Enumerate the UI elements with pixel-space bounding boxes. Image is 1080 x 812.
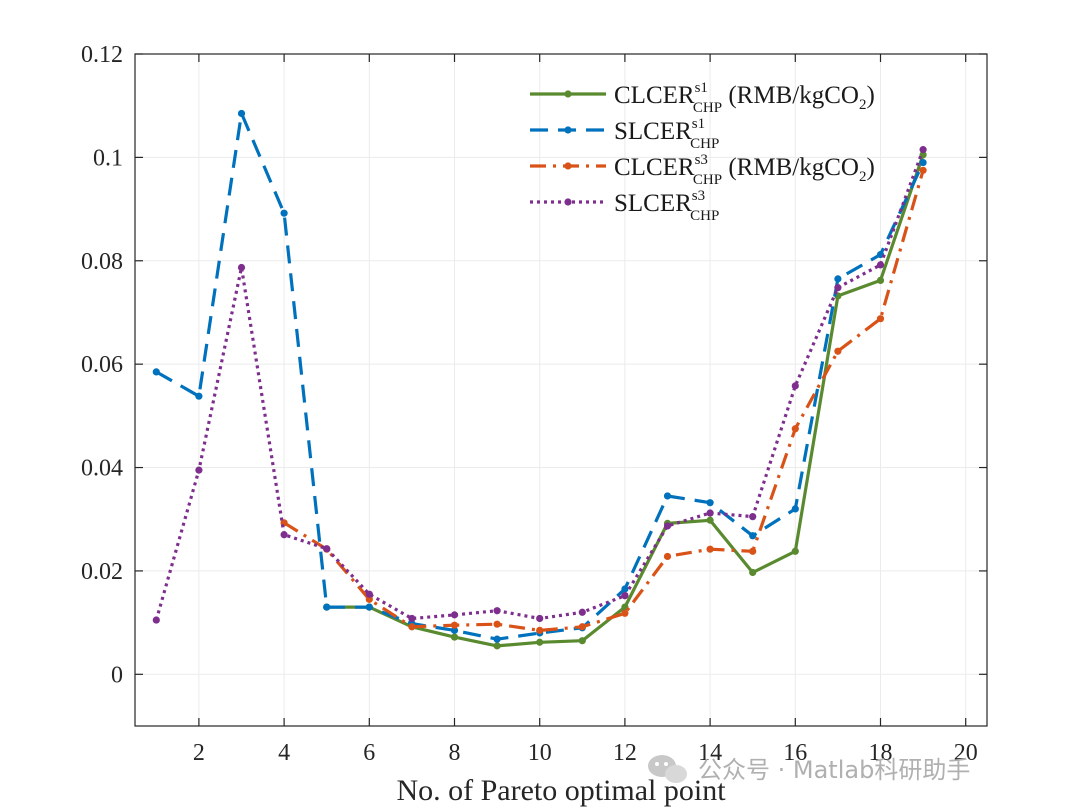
legend-marker — [564, 162, 572, 170]
data-point — [450, 621, 459, 629]
data-point — [578, 608, 586, 616]
x-tick-label: 8 — [449, 740, 461, 766]
data-point — [493, 635, 501, 643]
grid-lines — [135, 53, 987, 726]
x-tick-label: 6 — [363, 740, 375, 766]
data-point — [323, 545, 331, 553]
data-point — [195, 392, 203, 400]
watermark-text: 公众号 · Matlab科研助手 — [698, 756, 970, 784]
y-tick-label: 0.12 — [81, 42, 123, 68]
data-point — [919, 166, 927, 174]
data-point — [152, 616, 160, 624]
y-tick-label: 0.06 — [81, 352, 123, 378]
legend-marker — [564, 126, 572, 134]
x-tick-label: 10 — [528, 740, 552, 766]
data-point — [536, 626, 544, 634]
data-point — [706, 499, 714, 507]
data-point — [621, 585, 629, 593]
x-tick-label: 2 — [193, 740, 205, 766]
legend-item: SLCERs1 CHP — [530, 116, 719, 152]
data-point — [578, 623, 586, 631]
data-point — [578, 637, 586, 645]
data-point — [536, 614, 544, 623]
data-point — [706, 509, 714, 517]
x-tick-label: 12 — [613, 740, 637, 766]
y-tick-label: 0 — [111, 662, 123, 688]
plot-frame — [134, 53, 988, 727]
data-point — [621, 609, 629, 617]
series-3 — [280, 166, 927, 634]
data-point — [876, 261, 885, 269]
data-point — [280, 531, 288, 539]
y-tick-label: 0.02 — [81, 559, 123, 585]
data-point — [749, 547, 757, 555]
x-tick-label: 16 — [783, 740, 807, 766]
data-point — [237, 263, 246, 272]
x-tick-label: 4 — [278, 740, 290, 766]
data-point — [834, 275, 842, 283]
series-layer — [152, 109, 927, 650]
data-point — [450, 611, 459, 619]
legend-item: CLCERs3 CHP (RMB/kgCO2) — [530, 152, 875, 188]
watermark: 公众号 · Matlab科研助手 — [648, 755, 970, 784]
data-point — [280, 209, 288, 217]
data-point — [791, 425, 799, 433]
data-point — [365, 590, 373, 598]
data-point — [919, 146, 927, 154]
legend-label: CLCERs1 CHP (RMB/kgCO2) — [614, 80, 875, 116]
legend-label: CLCERs3 CHP (RMB/kgCO2) — [614, 152, 875, 188]
legend-item: SLCERs3 CHP — [530, 188, 719, 224]
series-4 — [152, 146, 927, 624]
data-point — [408, 614, 416, 623]
data-point — [152, 368, 160, 376]
data-point — [536, 638, 544, 646]
data-point — [195, 466, 203, 474]
data-point — [493, 607, 501, 615]
data-point — [749, 513, 757, 521]
data-point — [408, 623, 416, 631]
series-line — [283, 169, 925, 632]
legend-label: SLCERs1 CHP — [614, 116, 719, 152]
data-point — [663, 552, 672, 561]
legend-marker — [564, 90, 572, 98]
data-point — [749, 532, 757, 540]
data-point — [663, 492, 672, 500]
data-point — [450, 626, 459, 634]
x-tick-label: 20 — [954, 740, 978, 766]
data-point — [834, 284, 842, 292]
x-tick-label: 14 — [698, 740, 722, 766]
data-point — [663, 522, 672, 530]
data-point — [791, 505, 799, 513]
legend-label: SLCERs3 CHP — [614, 188, 719, 224]
axis-ticks: 2 4 6 8 10 12 14 16 18 20 0 0.02 0.04 0.06 0.08 0.1 0.12 — [81, 42, 987, 766]
data-point — [621, 592, 629, 600]
y-tick-label: 0.08 — [81, 249, 123, 275]
data-point — [834, 347, 842, 355]
y-tick-label: 0.04 — [81, 456, 123, 482]
legend-marker — [564, 198, 572, 206]
data-point — [791, 382, 799, 390]
data-point — [706, 516, 714, 524]
data-point — [749, 568, 757, 577]
y-tick-label: 0.1 — [93, 145, 123, 171]
data-point — [323, 603, 331, 611]
data-point — [706, 545, 714, 553]
data-point — [237, 109, 246, 118]
x-tick-label: 18 — [869, 740, 893, 766]
data-point — [450, 633, 459, 641]
data-point — [876, 315, 885, 323]
data-point — [493, 620, 501, 628]
data-point — [365, 595, 373, 603]
data-point — [365, 603, 373, 611]
data-point — [791, 547, 799, 555]
data-point — [493, 642, 501, 650]
data-point — [919, 158, 927, 167]
data-point — [876, 276, 885, 285]
wechat-icon — [648, 755, 687, 783]
legend-item: CLCERs1 CHP (RMB/kgCO2) — [530, 80, 875, 116]
